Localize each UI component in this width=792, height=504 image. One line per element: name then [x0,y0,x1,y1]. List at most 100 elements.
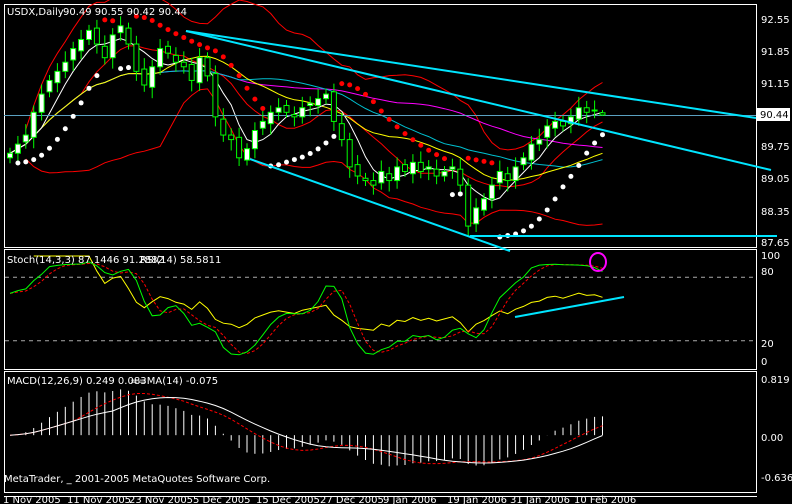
ma-cyan [9,70,603,168]
sar-dot [197,42,203,48]
trendlines[interactable] [185,30,777,318]
candle [307,96,314,117]
candle-body [101,45,108,59]
trendline-mid[interactable] [185,30,772,171]
sar-dot [291,157,297,163]
candle [70,41,77,71]
candle [425,160,432,181]
candle [433,159,440,185]
candle [323,88,329,105]
candle [141,58,148,92]
macd-panel-frame [4,371,757,493]
candle [62,51,69,79]
date-tick: 19 Jan 2006 [447,495,507,504]
sar-dot [228,62,234,68]
candle-body [172,54,179,63]
stoch-panel-frame [4,249,757,370]
sar-dot [394,124,400,130]
sar-dot [536,216,542,222]
candle-body [575,107,582,120]
candle [417,151,424,179]
candle-body [552,120,559,129]
candle [299,96,306,124]
candle-body [291,114,298,118]
sar-dot [442,156,447,162]
sar-dot [347,82,353,88]
sar-dot [70,113,76,119]
candle-body [30,111,37,138]
candle [378,160,385,190]
candle [38,84,45,121]
candle-body [481,198,487,211]
sar-dot [528,223,534,229]
stoch-level: 100 [761,251,780,262]
candle [354,155,361,185]
candle-body [22,134,29,143]
symbol-label: USDX,Daily [7,7,64,18]
candle [488,176,495,209]
candle [283,100,290,118]
price-tick: 91.15 [761,79,790,90]
sar-dot [157,22,163,28]
sar-dot [276,162,282,168]
sar-dot [39,152,45,158]
trendline-upper[interactable] [185,30,757,119]
sar-dot [31,157,37,163]
copyright-label: MetaTrader, _ 2001-2005 MetaQuotes Softw… [4,474,270,485]
bollinger-lower [25,88,603,226]
candle [481,193,487,216]
date-tick: 27 Dec 2005 [320,495,384,504]
macd-ma-line [9,396,603,464]
candle-body [441,170,448,177]
sar-dot [315,146,321,152]
candle [212,65,219,127]
sar-dot [236,73,242,79]
candle [409,154,416,184]
candle-body [212,73,219,118]
sar-dot [331,133,337,139]
candle-body [402,164,408,172]
candle-body [93,27,100,45]
sar-dot [126,65,131,71]
candle-body [46,79,53,93]
sar-dot [78,100,84,106]
sar-dot [592,140,598,146]
sar-dot [284,159,289,165]
candle [244,143,250,166]
candle-body [54,70,61,84]
candle [338,112,345,147]
trendline-rsi[interactable] [514,296,625,318]
candle [30,105,37,149]
sar-dot [489,160,495,166]
candle [560,115,566,132]
candle-body [228,134,235,141]
candle [330,83,337,131]
trendline-lower[interactable] [249,158,511,252]
sar-dot [363,91,368,97]
candle-body [544,125,551,138]
sar-dot [418,142,424,148]
candle-body [323,93,329,100]
candle [599,110,606,116]
candle-body [330,91,337,122]
sar-dot [23,159,29,165]
sar-dot [260,106,266,112]
candle [441,165,448,182]
candle [165,40,171,59]
candle [473,198,480,232]
price-tick: 89.75 [761,142,790,153]
macd-ma-label: ==MA(14) -0.075 [130,376,218,387]
candle-body [125,27,132,45]
candle [14,135,21,163]
candle [536,128,543,151]
candle [386,166,393,192]
ma-magenta [9,70,603,154]
macd-tick: -0.636 [761,473,792,484]
current-price-box [757,108,790,121]
candle [228,128,235,151]
candle-body [338,123,345,141]
candle-body [157,48,164,68]
ma-yellow [9,55,603,181]
candle [512,157,519,189]
